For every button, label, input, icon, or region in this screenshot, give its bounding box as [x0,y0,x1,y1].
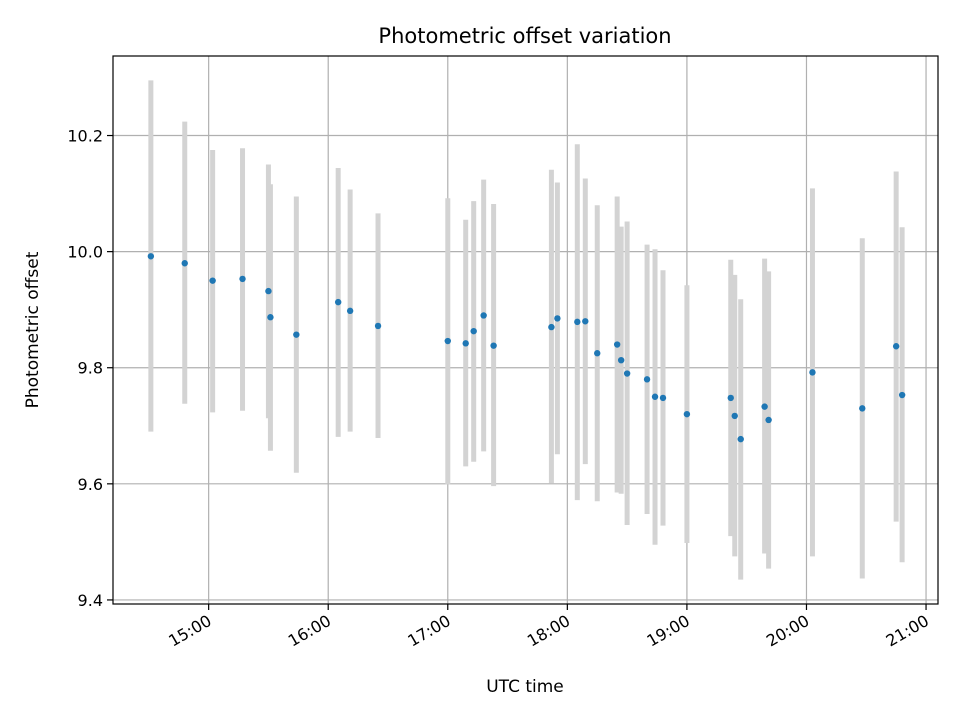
data-point [147,253,155,260]
data-point [582,318,589,325]
data-point [898,391,906,399]
y-tick-label: 9.4 [78,591,103,610]
data-point [765,416,772,424]
data-point [490,342,497,349]
data-points [147,253,906,443]
data-point [374,322,382,330]
chart-title: Photometric offset variation [378,24,671,48]
data-point [727,394,734,402]
data-point [265,287,272,295]
data-point [239,275,246,283]
data-point [554,315,561,322]
data-point [623,370,631,377]
y-tick-label: 9.8 [78,359,103,378]
data-point [181,260,188,267]
y-axis: 9.4 9.6 9.8 10.0 10.2 [67,127,113,610]
data-point [209,277,216,284]
data-point [643,376,651,383]
data-point [809,369,816,376]
data-point [334,298,342,306]
data-point [346,307,354,315]
data-point [617,356,625,364]
data-point [470,327,477,335]
data-point [480,312,487,319]
y-tick-label: 10.0 [67,243,103,262]
plot-frame [112,55,939,605]
data-point [548,323,555,331]
data-point [594,350,601,357]
y-tick-label: 10.2 [67,127,103,146]
y-axis-label: Photometric offset [23,251,43,408]
data-point [651,393,659,400]
y-tick-label: 9.6 [78,475,103,494]
x-axis-label: UTC time [486,677,564,697]
data-point [731,412,738,420]
data-point [293,331,300,338]
data-point [683,410,691,418]
data-point [267,314,274,321]
data-point [659,394,667,402]
data-point [892,343,900,350]
data-point [574,318,581,326]
data-point [462,340,469,347]
data-point [613,341,621,348]
data-point [444,337,451,345]
data-point [737,435,744,443]
data-point [859,405,866,412]
data-point [761,403,768,410]
